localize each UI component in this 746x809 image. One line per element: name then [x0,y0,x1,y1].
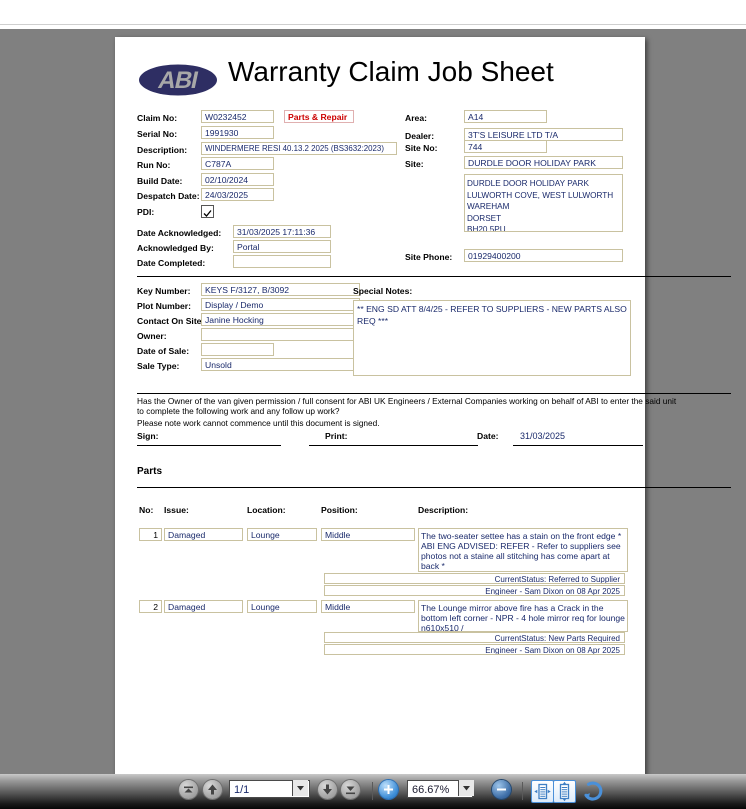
svg-text:ABI: ABI [156,67,200,94]
